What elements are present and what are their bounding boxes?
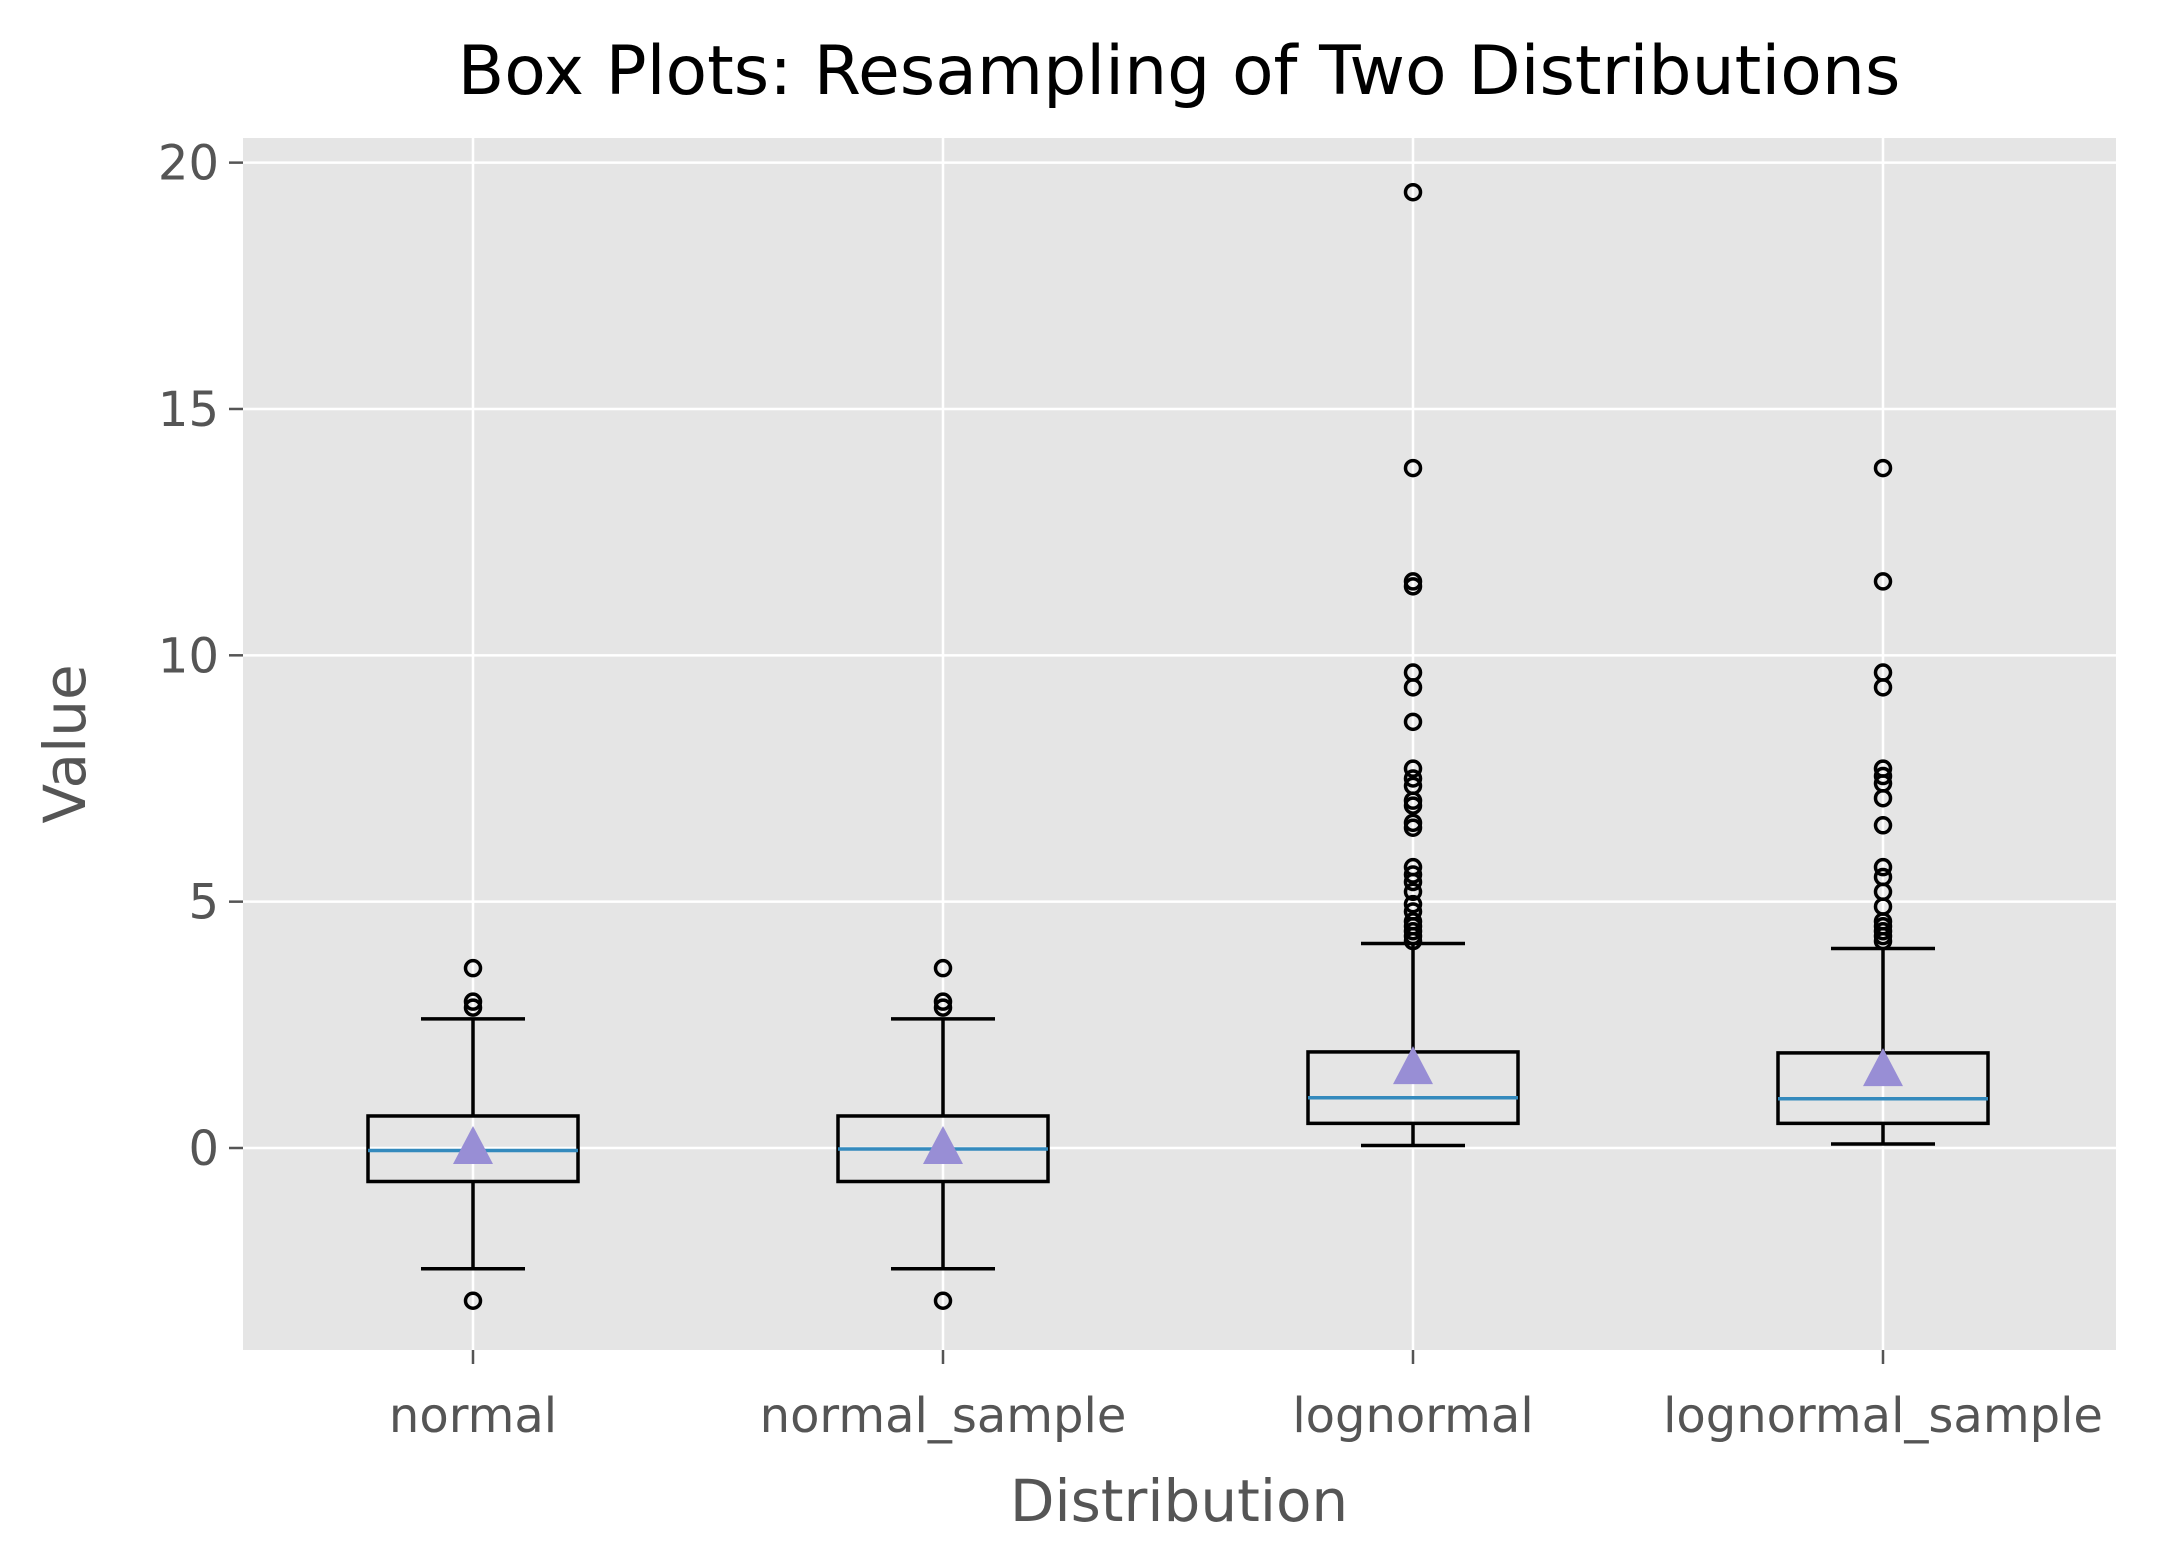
outlier-point: [1403, 769, 1423, 788]
axes: 0 5 10 15 20 normal normal_sample lognormal logn…: [158, 136, 2103, 1444]
outlier-point: [1873, 678, 1893, 697]
outlier-point: [1873, 788, 1893, 808]
box-plot-normal_sample: [836, 958, 1050, 1310]
outlier-point: [463, 958, 483, 978]
outlier-point: [1403, 865, 1423, 884]
outlier-point: [933, 958, 953, 978]
x-tick-label: normal_sample: [760, 1388, 1127, 1444]
chart-title: Box Plots: Resampling of Two Distributio…: [458, 32, 1901, 111]
outlier-point: [1873, 572, 1893, 591]
outlier-point: [1873, 857, 1893, 877]
y-tick-label: 20: [158, 136, 219, 192]
y-tick-label: 0: [188, 1121, 219, 1177]
mean-marker: [1863, 1048, 1903, 1087]
x-axis-label: Distribution: [1010, 1467, 1348, 1535]
outlier-point: [463, 992, 483, 1011]
box-plot-lognormal_sample: [1776, 458, 1990, 1146]
mean-marker: [453, 1126, 493, 1164]
outlier-point: [1403, 796, 1423, 815]
outlier-point: [933, 1291, 953, 1310]
outlier-point: [1403, 931, 1423, 951]
outlier-point: [933, 998, 953, 1017]
outlier-point: [1873, 816, 1893, 835]
plot-background: [243, 138, 2116, 1350]
y-tick-label: 15: [158, 382, 219, 438]
x-tick-label: lognormal_sample: [1663, 1388, 2103, 1444]
y-axis-label: Value: [31, 664, 99, 823]
outlier-point: [1403, 458, 1423, 478]
box-plots: [366, 182, 1990, 1310]
x-tick-label: lognormal: [1292, 1388, 1533, 1444]
grid-lines: [243, 138, 2116, 1350]
outlier-point: [1403, 759, 1423, 778]
y-tick-label: 5: [188, 875, 219, 931]
box-plot-lognormal: [1306, 182, 1520, 1148]
outlier-point: [1403, 712, 1423, 732]
outlier-point: [1403, 882, 1423, 902]
outlier-point: [1403, 894, 1423, 914]
mean-marker: [923, 1126, 963, 1164]
outlier-point: [1403, 182, 1423, 202]
outlier-point: [1403, 872, 1423, 892]
outlier-point: [1403, 678, 1423, 697]
mean-marker: [1393, 1046, 1433, 1085]
x-tick-label: normal: [389, 1388, 557, 1444]
outlier-point: [1873, 931, 1893, 951]
outlier-point: [1873, 458, 1893, 478]
outlier-point: [1403, 818, 1423, 838]
outlier-point: [463, 1291, 483, 1310]
outlier-point: [933, 992, 953, 1011]
box-plot-normal: [366, 958, 580, 1310]
outlier-point: [463, 998, 483, 1017]
outlier-point: [1403, 577, 1423, 596]
y-tick-label: 10: [158, 628, 219, 684]
outlier-point: [1873, 766, 1893, 786]
